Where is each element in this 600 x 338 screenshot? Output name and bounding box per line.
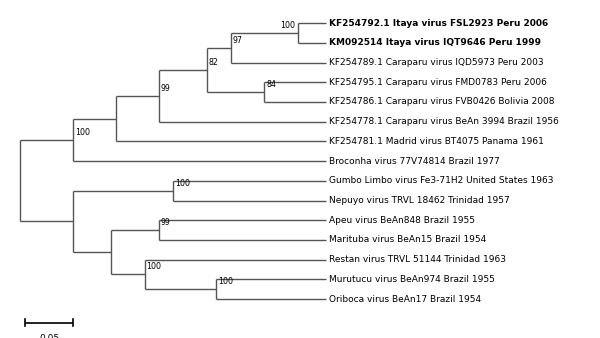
Text: 97: 97 xyxy=(233,36,242,45)
Text: Gumbo Limbo virus Fe3-71H2 United States 1963: Gumbo Limbo virus Fe3-71H2 United States… xyxy=(329,176,554,185)
Text: KF254789.1 Caraparu virus IQD5973 Peru 2003: KF254789.1 Caraparu virus IQD5973 Peru 2… xyxy=(329,58,544,67)
Text: KF254781.1 Madrid virus BT4075 Panama 1961: KF254781.1 Madrid virus BT4075 Panama 19… xyxy=(329,137,544,146)
Text: 99: 99 xyxy=(161,218,170,227)
Text: Marituba virus BeAn15 Brazil 1954: Marituba virus BeAn15 Brazil 1954 xyxy=(329,236,487,244)
Text: 99: 99 xyxy=(161,84,170,93)
Text: KF254778.1 Caraparu virus BeAn 3994 Brazil 1956: KF254778.1 Caraparu virus BeAn 3994 Braz… xyxy=(329,117,559,126)
Text: 100: 100 xyxy=(175,179,190,188)
Text: Nepuyo virus TRVL 18462 Trinidad 1957: Nepuyo virus TRVL 18462 Trinidad 1957 xyxy=(329,196,510,205)
Text: KF254795.1 Caraparu virus FMD0783 Peru 2006: KF254795.1 Caraparu virus FMD0783 Peru 2… xyxy=(329,78,547,87)
Text: 100: 100 xyxy=(75,128,90,137)
Text: 100: 100 xyxy=(280,21,295,30)
Text: Apeu virus BeAn848 Brazil 1955: Apeu virus BeAn848 Brazil 1955 xyxy=(329,216,475,225)
Text: 100: 100 xyxy=(218,277,233,286)
Text: KF254792.1 Itaya virus FSL2923 Peru 2006: KF254792.1 Itaya virus FSL2923 Peru 2006 xyxy=(329,19,548,28)
Text: Murutucu virus BeAn974 Brazil 1955: Murutucu virus BeAn974 Brazil 1955 xyxy=(329,275,495,284)
Text: 100: 100 xyxy=(146,263,161,271)
Text: KM092514 Itaya virus IQT9646 Peru 1999: KM092514 Itaya virus IQT9646 Peru 1999 xyxy=(329,38,541,47)
Text: 84: 84 xyxy=(266,80,276,89)
Text: Restan virus TRVL 51144 Trinidad 1963: Restan virus TRVL 51144 Trinidad 1963 xyxy=(329,255,506,264)
Text: Oriboca virus BeAn17 Brazil 1954: Oriboca virus BeAn17 Brazil 1954 xyxy=(329,295,481,304)
Text: Broconha virus 77V74814 Brazil 1977: Broconha virus 77V74814 Brazil 1977 xyxy=(329,156,500,166)
Text: KF254786.1 Caraparu virus FVB0426 Bolivia 2008: KF254786.1 Caraparu virus FVB0426 Bolivi… xyxy=(329,97,554,106)
Text: 0.05: 0.05 xyxy=(39,334,59,338)
Text: 82: 82 xyxy=(209,58,218,67)
